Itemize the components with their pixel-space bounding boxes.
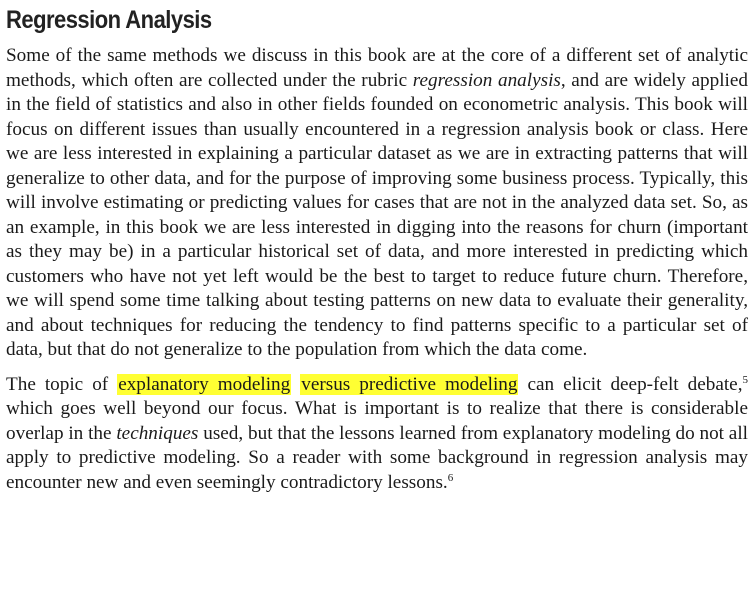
- footnote-marker-5[interactable]: 5: [742, 373, 749, 386]
- paragraph-text: , and are widely applied in the field of…: [6, 69, 749, 361]
- footnote-marker-6[interactable]: 6: [447, 471, 454, 484]
- document-page: Regression Analysis Some of the same met…: [6, 4, 748, 495]
- paragraph-text: The topic of: [6, 373, 118, 395]
- italic-term-regression-analysis: regression analysis: [412, 69, 561, 91]
- paragraph-text: used, but that the lessons learned from …: [6, 422, 748, 493]
- paragraph-explanatory-vs-predictive: The topic of explanatory modeling versus…: [6, 373, 748, 496]
- highlight-explanatory-modeling: explanatory modeling: [117, 373, 292, 395]
- paragraph-regression-intro: Some of the same methods we discuss in t…: [6, 44, 748, 363]
- highlight-versus-predictive-modeling: versus predictive modeling: [300, 373, 519, 395]
- italic-term-techniques: techniques: [116, 422, 199, 444]
- section-heading: Regression Analysis: [6, 6, 212, 34]
- paragraph-text: [291, 374, 300, 395]
- paragraph-text: Some of the same methods we discuss in t…: [6, 45, 748, 91]
- paragraph-text: which goes well beyond our focus. What i…: [6, 398, 748, 444]
- paragraph-text: can elicit deep-felt de­bate,: [518, 373, 743, 395]
